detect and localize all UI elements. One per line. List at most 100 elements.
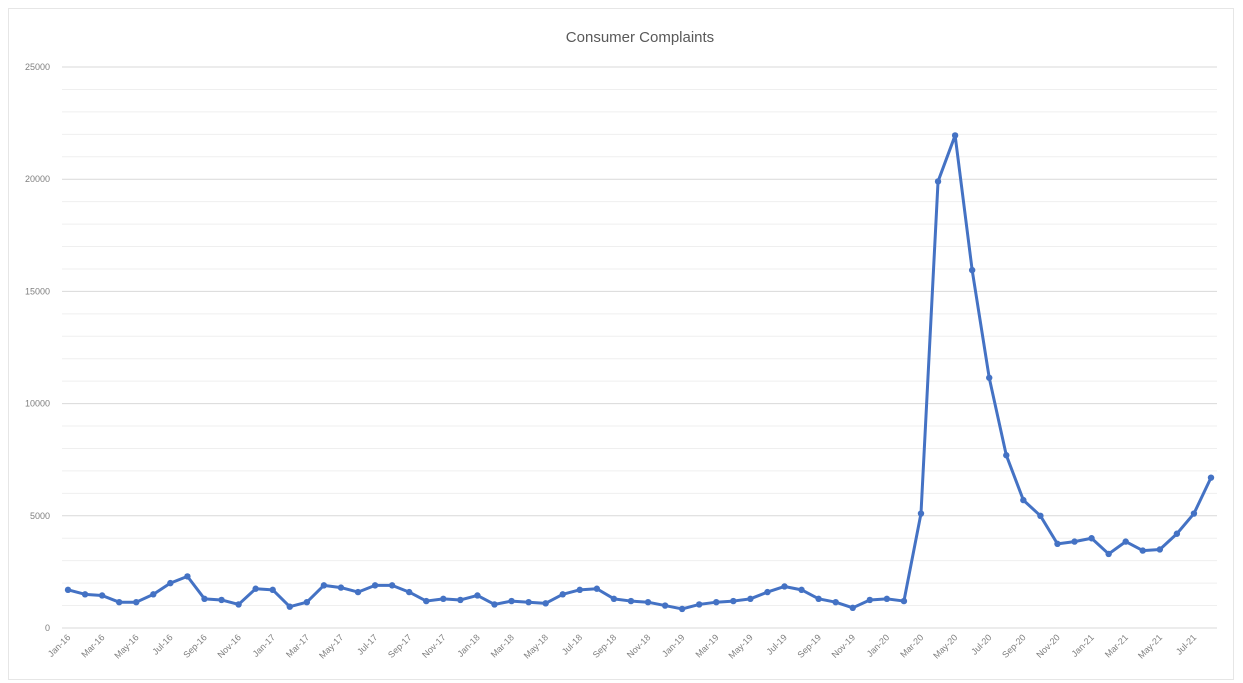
- data-point: [934, 178, 942, 185]
- data-point: [1156, 546, 1164, 553]
- data-point: [900, 597, 908, 605]
- x-tick-label: Jul-17: [355, 632, 379, 656]
- chart-frame: [8, 8, 1234, 680]
- y-tick-label: 0: [45, 623, 50, 633]
- data-point: [815, 595, 822, 603]
- data-point: [252, 585, 259, 592]
- x-tick-label: Jan-16: [46, 632, 73, 659]
- data-point: [1054, 540, 1061, 548]
- x-tick-label: Jul-21: [1174, 632, 1198, 656]
- data-point: [696, 601, 703, 608]
- x-tick-label: Sep-16: [181, 632, 209, 660]
- data-point: [917, 510, 925, 517]
- data-point: [627, 597, 635, 605]
- x-tick-label: Nov-20: [1034, 632, 1062, 660]
- x-tick-label: Sep-17: [386, 632, 414, 660]
- chart-title: Consumer Complaints: [566, 29, 714, 46]
- data-point: [1020, 496, 1027, 504]
- data-point: [337, 584, 345, 591]
- data-point: [1105, 550, 1112, 558]
- data-point: [354, 588, 362, 596]
- data-point: [951, 132, 959, 139]
- data-point: [781, 583, 788, 590]
- data-point: [1088, 535, 1095, 542]
- data-point: [64, 586, 72, 594]
- data-point: [201, 595, 208, 603]
- data-point: [593, 585, 601, 592]
- data-point: [98, 592, 106, 599]
- data-point: [303, 598, 311, 606]
- data-point: [150, 591, 157, 598]
- data-point: [883, 595, 891, 603]
- data-point: [866, 596, 874, 604]
- x-tick-label: Jan-21: [1069, 632, 1096, 659]
- data-point: [730, 597, 737, 605]
- data-point: [661, 602, 669, 609]
- data-point: [542, 600, 549, 607]
- data-point: [491, 601, 498, 608]
- data-point: [576, 586, 583, 594]
- data-point: [440, 595, 447, 603]
- x-tick-label: May-16: [112, 632, 140, 660]
- data-point: [1122, 538, 1129, 545]
- x-tick-label: Mar-19: [693, 632, 720, 659]
- x-tick-label: May-19: [727, 632, 755, 660]
- grid: [62, 66, 1217, 629]
- data-point: [986, 374, 993, 381]
- data-point: [508, 597, 515, 605]
- x-tick-label: Jul-16: [150, 632, 174, 656]
- data-point: [747, 595, 754, 603]
- x-tick-label: May-18: [522, 632, 550, 660]
- x-tick-label: Mar-18: [489, 632, 516, 659]
- x-tick-label: Nov-18: [625, 632, 653, 660]
- data-point: [1207, 474, 1215, 481]
- y-tick-label: 10000: [25, 399, 50, 409]
- x-tick-label: Jan-18: [455, 632, 482, 659]
- x-tick-label: Jul-18: [560, 632, 584, 656]
- x-tick-label: Jul-20: [969, 632, 993, 656]
- data-point: [133, 598, 140, 606]
- data-point: [1071, 538, 1078, 545]
- data-point: [269, 586, 276, 594]
- x-tick-label: May-17: [317, 632, 345, 660]
- data-point: [167, 579, 174, 587]
- data-point: [1037, 512, 1044, 519]
- data-point: [832, 598, 839, 606]
- x-tick-label: Mar-17: [284, 632, 311, 659]
- data-point: [474, 592, 481, 599]
- x-tick-label: Sep-19: [795, 632, 823, 660]
- data-point: [1190, 510, 1198, 517]
- data-point: [559, 591, 566, 598]
- x-tick-label: Nov-17: [420, 632, 448, 660]
- x-tick-label: Nov-19: [830, 632, 858, 660]
- data-point: [81, 591, 89, 598]
- data-point: [405, 588, 413, 596]
- data-point: [1139, 547, 1146, 554]
- series-consumer-complaints: [64, 132, 1215, 613]
- data-point: [423, 597, 430, 605]
- y-tick-label: 20000: [25, 174, 50, 184]
- data-point: [184, 573, 191, 580]
- x-tick-label: Mar-21: [1103, 632, 1130, 659]
- x-tick-label: May-20: [931, 632, 959, 660]
- data-point: [115, 598, 123, 606]
- data-point: [678, 605, 686, 613]
- y-tick-label: 15000: [25, 286, 50, 296]
- data-point: [286, 603, 293, 610]
- data-point: [610, 595, 618, 603]
- data-point: [798, 586, 805, 594]
- x-axis-ticks: Jan-16 Mar-16 May-16 Jul-16 Sep-16 Nov-16 Jan-…: [46, 632, 1198, 660]
- x-tick-label: Jan-17: [251, 632, 278, 659]
- data-point: [968, 266, 976, 274]
- data-point: [218, 596, 225, 604]
- x-tick-label: Mar-16: [79, 632, 106, 659]
- y-tick-label: 25000: [25, 62, 50, 72]
- x-tick-label: Jul-19: [765, 632, 789, 656]
- data-point: [644, 598, 652, 606]
- data-point: [1003, 452, 1010, 459]
- y-tick-label: 5000: [30, 511, 50, 521]
- x-tick-label: Nov-16: [215, 632, 243, 660]
- data-point: [235, 601, 242, 608]
- x-tick-label: May-21: [1136, 632, 1164, 660]
